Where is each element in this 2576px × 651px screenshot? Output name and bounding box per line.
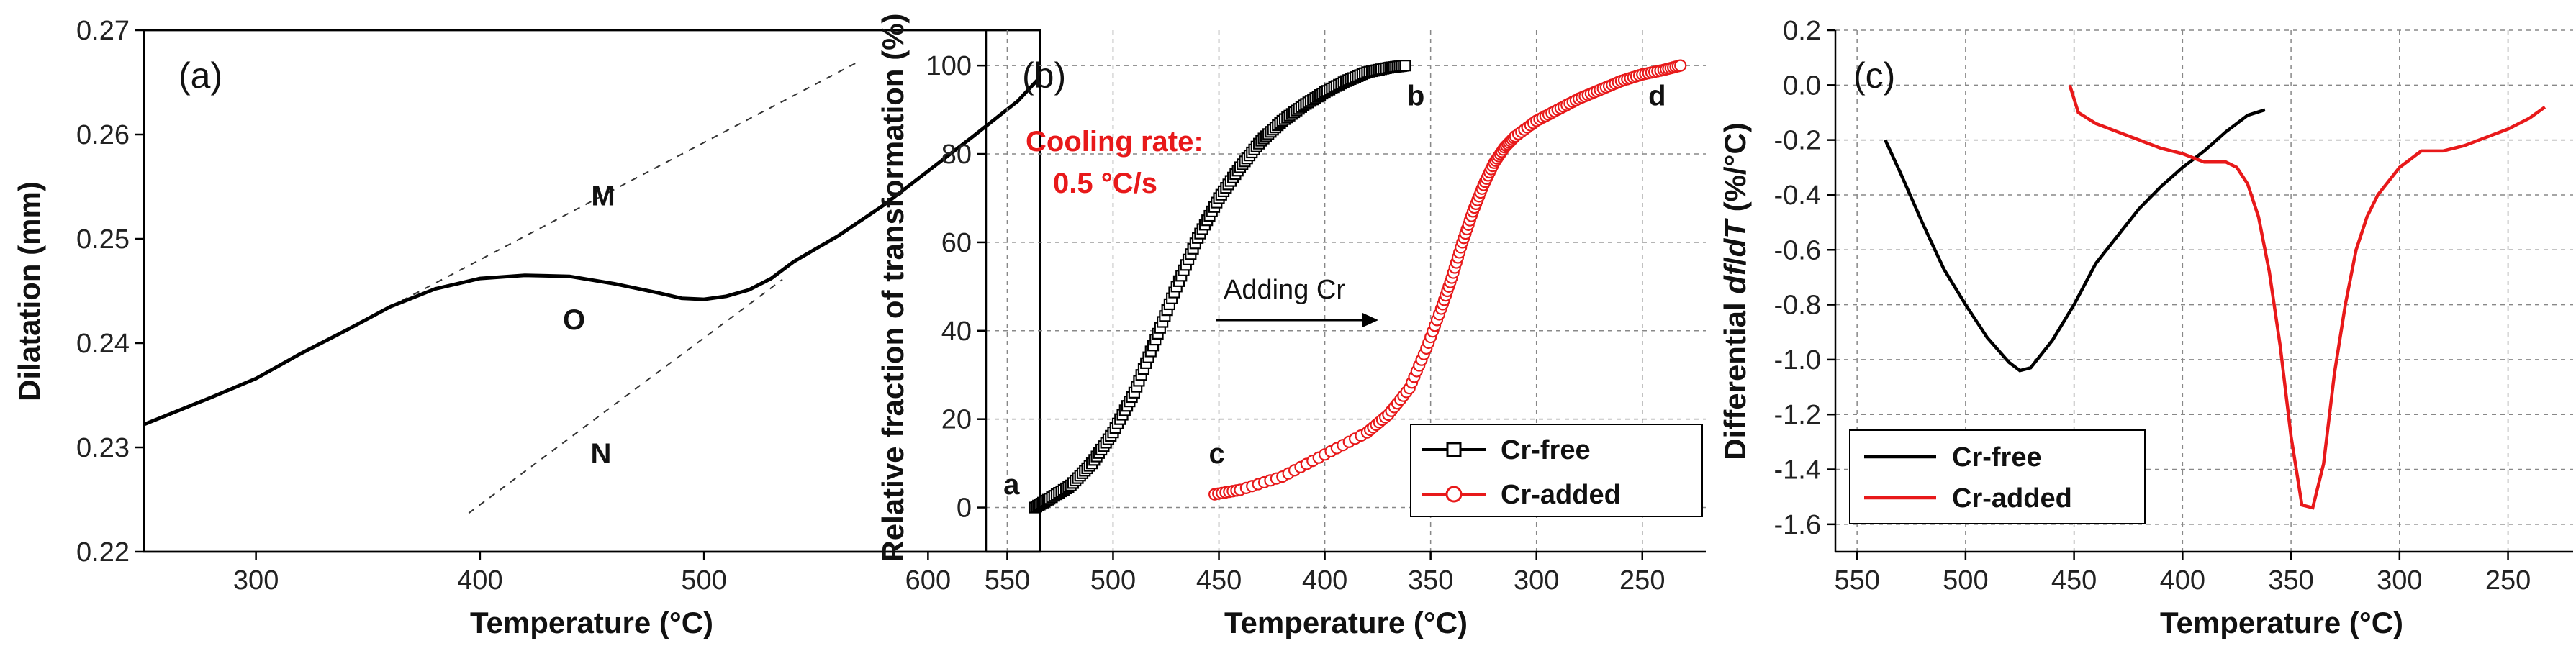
- annotation-n: N: [591, 438, 612, 470]
- series-line-cr-free: [1884, 108, 2266, 373]
- panel-c-y-axis-title: Differential df/dT (%/°C): [1718, 122, 1752, 460]
- panel-b-legend: Cr-free Cr-added: [1410, 424, 1703, 517]
- legend-marker-cr-free: [1446, 442, 1462, 457]
- annotation-m: M: [591, 181, 615, 212]
- panel-c-label: (c): [1853, 55, 1895, 96]
- y-tick-label-c-4: -0.6: [1774, 235, 1821, 265]
- x-tick-label-a-0: 300: [233, 565, 279, 596]
- y-tick-label-a-2: 0.24: [76, 329, 130, 359]
- panel-c-y-title-unit: (%/°C): [1718, 122, 1752, 220]
- x-tick-label-b-2: 450: [1196, 565, 1242, 596]
- panel-b-legend-box: [1410, 424, 1703, 517]
- y-tick-label-b-4: 80: [941, 140, 972, 170]
- panel-b-y-axis-title: Relative fraction of transformation (%): [876, 13, 910, 562]
- panel-c-y-title-df: df: [1718, 263, 1752, 294]
- y-tick-label-b-3: 60: [941, 228, 972, 258]
- y-tick-label-a-1: 0.23: [76, 433, 130, 463]
- x-tick-label-c-6: 250: [2485, 565, 2531, 596]
- y-tick-label-c-6: -1.0: [1774, 345, 1821, 375]
- panel-b-label: (b): [1022, 55, 1066, 96]
- panel-c-legend-box: [1849, 429, 2146, 524]
- y-tick-label-a-0: 0.22: [76, 537, 130, 568]
- y-tick-label-c-2: -0.2: [1774, 126, 1821, 156]
- series-cr-added-markers: [1208, 59, 1687, 501]
- series-line-cr-added: [2068, 84, 2546, 510]
- y-tick-label-a-3: 0.25: [76, 224, 130, 255]
- point-label-b: b: [1407, 80, 1424, 111]
- y-tick-label-c-8: -1.4: [1774, 455, 1821, 486]
- y-tick-label-a-4: 0.26: [76, 120, 130, 150]
- panel-c: 550 500 450 400 350 300 250 0.2 0.0 -0.2 -0.4 -0.6 -…: [1718, 16, 2573, 639]
- legend-label-c-cr-added: Cr-added: [1952, 483, 2072, 514]
- y-tick-label-c-7: -1.2: [1774, 400, 1821, 430]
- y-tick-label-c-9: -1.6: [1774, 510, 1821, 540]
- series-line-dilatation: [143, 76, 1041, 427]
- panel-c-ticks: 550 500 450 400 350 300 250 0.2 0.0 -0.2 -0.4 -0.6 -…: [1774, 16, 2573, 596]
- y-tick-label-c-1: 0.0: [1783, 70, 1821, 101]
- x-tick-label-a-1: 400: [457, 565, 502, 596]
- panel-c-y-title-slash: /: [1718, 257, 1752, 265]
- y-tick-label-b-1: 20: [941, 405, 972, 435]
- y-tick-label-a-5: 0.27: [76, 16, 130, 46]
- panel-c-y-title-prefix: Differential: [1718, 294, 1752, 460]
- point-label-c: c: [1208, 438, 1224, 470]
- y-tick-label-b-2: 40: [941, 317, 972, 347]
- y-tick-label-c-0: 0.2: [1783, 16, 1821, 46]
- x-tick-label-b-4: 350: [1408, 565, 1453, 596]
- x-tick-label-b-5: 300: [1514, 565, 1559, 596]
- legend-marker-cr-added: [1445, 486, 1463, 503]
- x-tick-label-c-0: 550: [1834, 565, 1879, 596]
- reference-line-m: [389, 60, 862, 308]
- x-tick-label-b-0: 550: [985, 565, 1030, 596]
- x-tick-label-c-5: 300: [2377, 565, 2422, 596]
- cooling-rate-label: Cooling rate:: [1026, 126, 1203, 158]
- adding-cr-arrowhead: [1362, 313, 1378, 327]
- panel-c-y-title-dt: dT: [1718, 218, 1752, 258]
- point-label-d: d: [1648, 80, 1666, 111]
- legend-label-cr-added: Cr-added: [1501, 480, 1621, 510]
- x-tick-label-c-2: 450: [2051, 565, 2097, 596]
- y-tick-label-c-3: -0.4: [1774, 181, 1821, 211]
- x-tick-label-b-3: 400: [1302, 565, 1347, 596]
- panel-a-annotations: M O N: [563, 181, 615, 470]
- x-tick-label-c-1: 500: [1943, 565, 1988, 596]
- x-tick-label-b-1: 500: [1090, 565, 1136, 596]
- y-tick-label-b-5: 100: [926, 51, 972, 81]
- marker-cr-free: [1399, 60, 1411, 72]
- panel-b-ticks: 550 500 450 400 350 300 250 0 20 40 60 80 100: [926, 30, 1706, 596]
- x-tick-label-a-2: 500: [681, 565, 726, 596]
- panel-c-x-axis-title: Temperature (°C): [2160, 606, 2403, 639]
- series-cr-free-markers: [1029, 60, 1411, 514]
- marker-cr-added: [1674, 59, 1687, 72]
- x-tick-label-b-6: 250: [1619, 565, 1665, 596]
- reference-line-n: [468, 278, 783, 514]
- x-tick-label-c-3: 400: [2160, 565, 2205, 596]
- legend-label-cr-free: Cr-free: [1501, 435, 1591, 465]
- legend-label-c-cr-free: Cr-free: [1952, 442, 2042, 473]
- panel-b-x-axis-title: Temperature (°C): [1224, 606, 1468, 639]
- panel-a-x-axis-title: Temperature (°C): [470, 606, 713, 639]
- panel-a-label: (a): [178, 55, 222, 96]
- cooling-rate-value: 0.5 °C/s: [1053, 168, 1157, 199]
- y-tick-label-c-5: -0.8: [1774, 291, 1821, 321]
- panel-b-point-labels: a b c d: [1003, 80, 1666, 501]
- point-label-a: a: [1003, 469, 1020, 501]
- panel-c-legend: Cr-free Cr-added: [1849, 429, 2146, 524]
- x-tick-label-c-4: 350: [2268, 565, 2313, 596]
- adding-cr-label: Adding Cr: [1224, 275, 1345, 305]
- y-tick-label-b-0: 0: [957, 493, 972, 524]
- annotation-o: O: [563, 304, 585, 336]
- panel-b: 550 500 450 400 350 300 250 0 20 40 60 80 100 a b c d C…: [876, 13, 1706, 639]
- x-tick-label-a-3: 600: [905, 565, 951, 596]
- panel-a-y-axis-title: Dilatation (mm): [12, 181, 46, 401]
